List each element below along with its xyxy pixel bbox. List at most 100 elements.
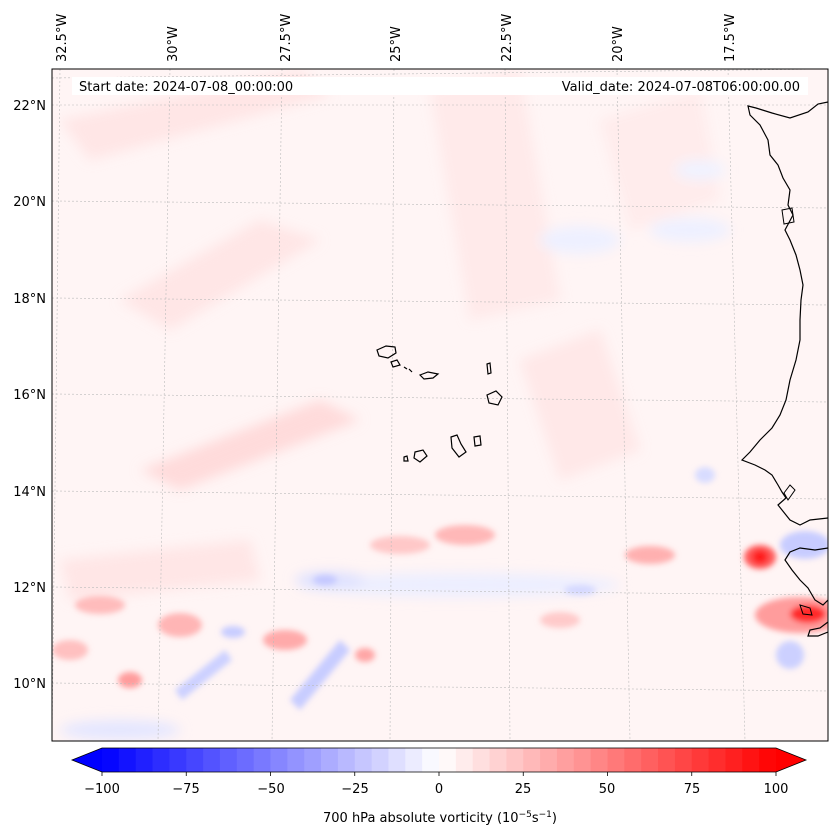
- island-fogo: [413, 449, 428, 463]
- cb-tick-label-0: 0: [435, 782, 443, 797]
- vorticity-cores: [52, 467, 828, 710]
- colorbar-segment: [624, 748, 642, 772]
- lon-label-20w: 20°W: [611, 26, 626, 62]
- grid-lat-14n: [52, 490, 828, 500]
- island-raso: [408, 368, 413, 373]
- start-date-label: Start date: 2024-07-08_00:00:00: [79, 80, 293, 95]
- cb-tick-label-75: 75: [684, 782, 701, 797]
- colorbar-segment: [691, 748, 710, 772]
- colorbar-segment: [759, 748, 777, 772]
- colorbar-extend-max: [776, 748, 806, 772]
- cb-tick-label-50: 50: [599, 782, 616, 797]
- coastal-islet: [799, 604, 813, 616]
- lon-label-32-5w: 32.5°W: [55, 14, 70, 62]
- grid-lat-18n: [52, 297, 828, 306]
- cb-tick-label-neg25: −25: [341, 782, 368, 797]
- colorbar-ticks: [101, 772, 777, 776]
- lon-label-22-5w: 22.5°W: [500, 14, 515, 62]
- grid-lon-20w: [616, 69, 631, 741]
- colorbar-segment: [287, 748, 305, 772]
- lat-label-22n: 22°N: [13, 99, 46, 114]
- colorbar-segment: [641, 748, 659, 772]
- colorbar-segment: [422, 748, 440, 772]
- colorbar-segment: [590, 748, 609, 772]
- lon-label-17-5w: 17.5°W: [723, 14, 738, 62]
- colorbar-segment: [472, 748, 491, 772]
- banc-d-arguin: [781, 207, 795, 225]
- colorbar-segment: [169, 748, 187, 772]
- vorticity-field: [60, 70, 730, 740]
- date-banner: [72, 77, 808, 95]
- colorbar-segment: [118, 748, 137, 772]
- valid-date-label: Valid_date: 2024-07-08T06:00:00.00: [562, 80, 800, 95]
- colorbar-segment: [102, 748, 120, 772]
- cb-tick-label-neg50: −50: [257, 782, 284, 797]
- grid-lon-25w: [389, 69, 395, 741]
- cb-tick-label-100: 100: [764, 782, 789, 797]
- lat-label-14n: 14°N: [13, 485, 46, 500]
- colorbar-title: 700 hPa absolute vorticity (10−5s−1): [323, 810, 557, 826]
- colorbar-segment: [455, 748, 474, 772]
- grid-lat-23n: [52, 69, 828, 79]
- colorbar-segment: [607, 748, 625, 772]
- colorbar-segment: [405, 748, 423, 772]
- cb-tick-label-neg100: −100: [84, 782, 120, 797]
- lon-label-27-5w: 27.5°W: [279, 14, 294, 62]
- colorbar-segment: [573, 748, 592, 772]
- colorbar-segment: [540, 748, 558, 772]
- lon-label-30w: 30°W: [166, 26, 181, 62]
- colorbar-segment: [725, 748, 743, 772]
- colorbar-segment: [388, 748, 406, 772]
- grid-lon-32-5w: [52, 69, 61, 741]
- island-sao-vicente: [390, 359, 401, 368]
- colorbar-segment: [371, 748, 390, 772]
- colorbar-segment: [354, 748, 373, 772]
- african-coastline: [740, 101, 828, 637]
- graticule: [52, 69, 828, 741]
- colorbar-segment: [708, 748, 727, 772]
- grid-lon-27-5w: [271, 69, 283, 741]
- map-frame: [51, 68, 829, 742]
- colorbar-tick-labels: −100 −75 −50 −25 0 25 50 75 100: [84, 782, 788, 797]
- colorbar-segment: [337, 748, 356, 772]
- island-santo-antao: [376, 345, 397, 359]
- grid-lat-20n: [52, 200, 828, 209]
- colorbar-segment: [219, 748, 238, 772]
- island-santa-luzia: [403, 366, 408, 370]
- colorbar-segment: [152, 748, 170, 772]
- colorbar-segment: [506, 748, 524, 772]
- island-brava: [403, 455, 409, 462]
- island-maio: [473, 435, 482, 447]
- grid-lon-22-5w: [504, 69, 511, 741]
- cb-tick-label-neg75: −75: [172, 782, 199, 797]
- colorbar-segment: [674, 748, 693, 772]
- grid-lat-10n: [52, 682, 828, 692]
- grid-lat-12n: [52, 586, 828, 596]
- colorbar-segment: [236, 748, 255, 772]
- colorbar-segments: [72, 748, 806, 772]
- latitude-labels: 22°N 20°N 18°N 16°N 14°N 12°N 10°N: [13, 99, 46, 692]
- colorbar-segment: [439, 748, 457, 772]
- lat-label-20n: 20°N: [13, 195, 46, 210]
- colorbar-segment: [135, 748, 154, 772]
- colorbar-segment: [253, 748, 272, 772]
- map-panel: [52, 69, 828, 741]
- lat-label-16n: 16°N: [13, 388, 46, 403]
- colorbar-segment: [270, 748, 288, 772]
- lat-label-10n: 10°N: [13, 677, 46, 692]
- colorbar-segment: [321, 748, 339, 772]
- lat-label-18n: 18°N: [13, 292, 46, 307]
- bissagos-islands: [783, 484, 796, 501]
- island-santiago: [450, 434, 467, 458]
- colorbar-segment: [304, 748, 322, 772]
- colorbar-extend-min: [72, 748, 102, 772]
- longitude-labels: 32.5°W 30°W 27.5°W 25°W 22.5°W 20°W 17.5…: [55, 14, 738, 62]
- colorbar-segment: [658, 748, 676, 772]
- colorbar-segment: [523, 748, 541, 772]
- colorbar-segment: [556, 748, 575, 772]
- colorbar-segment: [186, 748, 204, 772]
- lat-label-12n: 12°N: [13, 581, 46, 596]
- cb-tick-label-25: 25: [515, 782, 532, 797]
- colorbar-segment: [203, 748, 221, 772]
